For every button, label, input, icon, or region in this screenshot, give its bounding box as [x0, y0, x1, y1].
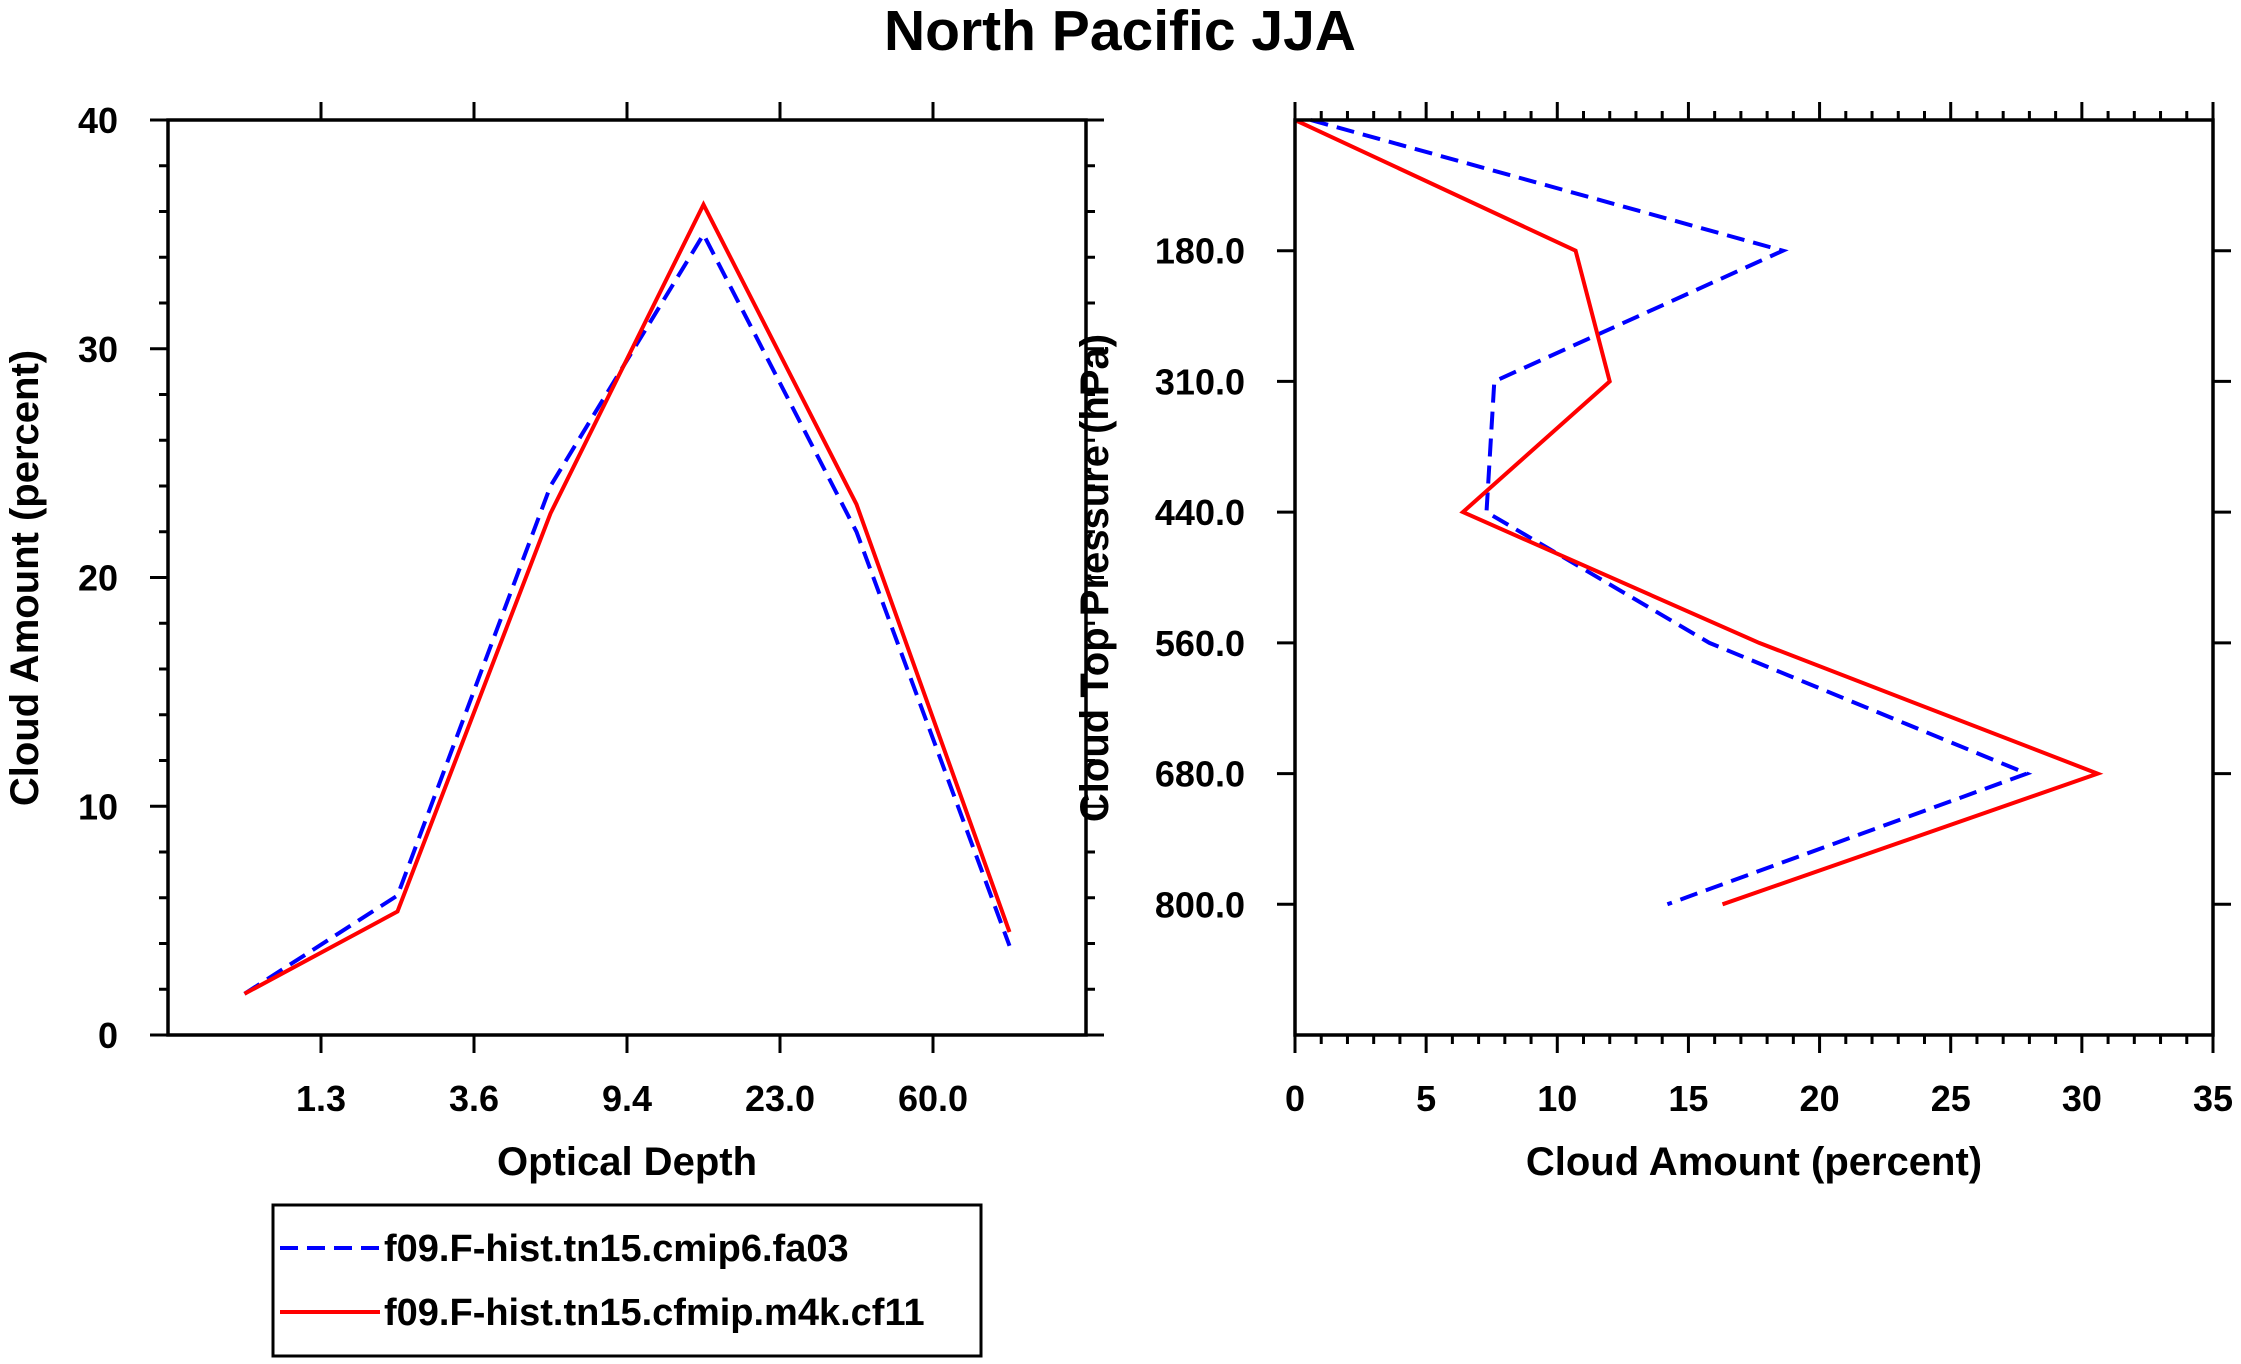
right-y-tick-label: 440.0 — [1155, 492, 1245, 533]
right-x-tick-label: 0 — [1285, 1078, 1305, 1119]
left-series-line-cfmip — [243, 200, 1012, 996]
right-y-tick-label: 180.0 — [1155, 231, 1245, 272]
left-x-tick-label: 60.0 — [898, 1078, 968, 1119]
right-x-tick-label: 20 — [1800, 1078, 1840, 1119]
left-panel: 0 10 20 30 40 1.3 3.6 9.4 23.0 60.0 Optical Depth… — [3, 100, 1104, 1184]
right-y-tick-label: 800.0 — [1155, 884, 1245, 925]
left-y-axis-label: Cloud Amount (percent) — [3, 350, 47, 806]
right-y-tick-label: 680.0 — [1155, 754, 1245, 795]
left-ticks: 0 10 20 30 40 1.3 3.6 9.4 23.0 60.0 — [78, 100, 1104, 1119]
left-plot-frame — [166, 118, 1088, 1037]
right-series-line-cmip6 — [1310, 118, 2033, 907]
right-series-line-cfmip — [1294, 118, 2104, 907]
right-x-tick-label: 30 — [2062, 1078, 2102, 1119]
figure-title: North Pacific JJA — [884, 0, 1356, 63]
right-y-tick-label: 310.0 — [1155, 361, 1245, 402]
left-x-tick-label: 3.6 — [449, 1078, 499, 1119]
right-ticks: 0 5 10 15 20 25 30 35 180.0 310.0 440.0 560.0 680.0 8… — [1155, 102, 2233, 1119]
right-x-tick-label: 25 — [1931, 1078, 1971, 1119]
left-x-tick-label: 9.4 — [602, 1078, 652, 1119]
left-x-tick-label: 23.0 — [745, 1078, 815, 1119]
right-y-axis-label: Cloud Top Pressure (hPa) — [1073, 334, 1117, 822]
right-y-tick-label: 560.0 — [1155, 623, 1245, 664]
legend: f09.F-hist.tn15.cmip6.fa03 f09.F-hist.tn… — [271, 1203, 983, 1358]
legend-box — [271, 1203, 983, 1358]
legend-label-cfmip: f09.F-hist.tn15.cfmip.m4k.cf11 — [384, 1292, 925, 1334]
left-series — [243, 200, 1012, 996]
right-series — [1294, 118, 2104, 907]
right-x-tick-label: 15 — [1668, 1078, 1708, 1119]
left-y-tick-label: 20 — [78, 558, 118, 599]
right-panel: 0 5 10 15 20 25 30 35 180.0 310.0 440.0 560.0 680.0 8… — [1073, 102, 2233, 1184]
right-x-axis-label: Cloud Amount (percent) — [1526, 1140, 1982, 1184]
left-y-tick-label: 40 — [78, 100, 118, 141]
right-x-tick-label: 35 — [2193, 1078, 2233, 1119]
left-x-tick-label: 1.3 — [296, 1078, 346, 1119]
right-x-tick-label: 5 — [1416, 1078, 1436, 1119]
left-y-tick-label: 0 — [98, 1015, 118, 1056]
left-y-tick-label: 10 — [78, 786, 118, 827]
right-plot-frame — [1293, 118, 2215, 1037]
left-x-axis-label: Optical Depth — [497, 1140, 757, 1184]
left-y-tick-label: 30 — [78, 329, 118, 370]
right-x-tick-label: 10 — [1537, 1078, 1577, 1119]
legend-label-cmip6: f09.F-hist.tn15.cmip6.fa03 — [384, 1228, 849, 1270]
